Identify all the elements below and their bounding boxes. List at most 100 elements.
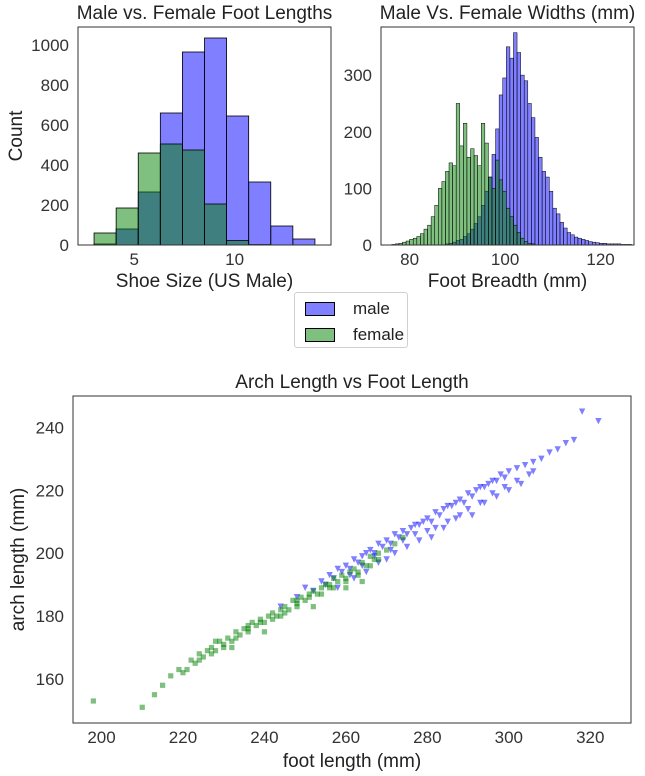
chart-2-point-male-34 bbox=[440, 505, 447, 513]
chart-0-x-tick-1: 10 bbox=[225, 250, 244, 269]
chart-2-point-male-59 bbox=[578, 408, 586, 415]
chart-0-bar-female-1 bbox=[115, 207, 139, 246]
chart-2-point-female-82 bbox=[359, 578, 365, 585]
chart-2-point-male-66 bbox=[403, 543, 411, 551]
chart-1-bar-female-29 bbox=[495, 159, 500, 246]
chart-1-bar-female-18 bbox=[455, 103, 461, 246]
chart-0-bar-female-5 bbox=[204, 203, 227, 246]
chart-2-point-female-54 bbox=[384, 547, 390, 553]
chart-2-point-male-47 bbox=[493, 477, 500, 485]
chart-2-y-tick-0: 160 bbox=[36, 670, 64, 689]
chart-1-bar-male-38 bbox=[581, 239, 586, 246]
chart-1-bar-female-6 bbox=[412, 237, 418, 246]
chart-2-point-female-10 bbox=[200, 654, 206, 660]
chart-1-bar-female-11 bbox=[430, 216, 435, 246]
chart-2-point-male-33 bbox=[436, 512, 443, 519]
chart-2-point-female-31 bbox=[286, 607, 292, 613]
chart-2-point-female-67 bbox=[306, 594, 312, 600]
chart-2-point-male-72 bbox=[464, 505, 472, 513]
chart-2-point-female-34 bbox=[298, 594, 304, 600]
chart-1-bar-male-28 bbox=[545, 176, 550, 246]
chart-2-point-male-51 bbox=[513, 465, 521, 472]
legend-label-female: female bbox=[353, 325, 405, 344]
chart-2-point-female-18 bbox=[233, 629, 239, 635]
chart-2-point-female-30 bbox=[282, 604, 288, 610]
chart-0-y-tick-2: 400 bbox=[41, 156, 69, 175]
chart-1-bar-female-12 bbox=[434, 205, 439, 246]
chart-2-point-female-68 bbox=[318, 591, 325, 597]
chart-1-bar-male-23 bbox=[527, 103, 532, 246]
chart-2-point-male-90 bbox=[493, 493, 500, 500]
chart-0-plot-border bbox=[77, 26, 332, 246]
chart-2-point-male-43 bbox=[477, 483, 484, 491]
chart-2-x-tick-3: 260 bbox=[332, 728, 360, 747]
chart-2-point-female-75 bbox=[245, 622, 251, 629]
chart-2-point-male-16 bbox=[367, 546, 374, 554]
chart-2-point-female-51 bbox=[367, 553, 373, 559]
chart-2-point-female-4 bbox=[168, 673, 174, 679]
chart-2-point-male-77 bbox=[525, 471, 533, 478]
chart-2-point-male-32 bbox=[432, 509, 439, 516]
chart-2-point-female-47 bbox=[351, 566, 357, 572]
chart-2-point-female-24 bbox=[257, 616, 263, 622]
chart-0-bar-male-9 bbox=[292, 238, 316, 246]
chart-1-bar-male-34 bbox=[566, 232, 571, 246]
chart-2-point-female-52 bbox=[371, 556, 378, 563]
chart-2-point-male-86 bbox=[440, 524, 447, 532]
chart-1-bar-male-22 bbox=[523, 80, 529, 246]
chart-2-point-female-14 bbox=[217, 638, 223, 644]
chart-2-point-female-69 bbox=[331, 585, 337, 591]
chart-2-point-female-1 bbox=[139, 704, 145, 710]
chart-2-point-female-7 bbox=[188, 657, 194, 663]
chart-2-point-male-37 bbox=[452, 499, 460, 507]
chart-2-point-female-15 bbox=[221, 641, 227, 647]
chart-0-title: Male vs. Female Foot Lengths bbox=[77, 3, 333, 24]
chart-2-point-female-65 bbox=[282, 610, 288, 616]
chart-2-point-male-30 bbox=[424, 515, 431, 522]
chart-2-y-tick-1: 180 bbox=[36, 607, 64, 626]
chart-1-y-tick-1: 100 bbox=[344, 179, 372, 198]
chart-2-point-male-84 bbox=[411, 531, 419, 538]
chart-2-point-female-41 bbox=[326, 585, 333, 591]
chart-2-point-female-6 bbox=[180, 670, 186, 676]
chart-2-point-female-32 bbox=[290, 597, 296, 603]
chart-2-point-male-31 bbox=[428, 518, 435, 525]
chart-2-y-tick-2: 200 bbox=[36, 544, 64, 563]
chart-1-bar-female-27 bbox=[488, 176, 493, 246]
chart-2-point-female-62 bbox=[245, 626, 251, 632]
chart-2-point-female-50 bbox=[363, 563, 369, 569]
legend-label-male: male bbox=[353, 299, 390, 318]
chart-2-point-female-63 bbox=[257, 619, 263, 625]
chart-2-point-male-38 bbox=[456, 496, 464, 503]
chart-1-bar-male-27 bbox=[541, 171, 546, 246]
chart-1-bar-female-35 bbox=[516, 232, 521, 246]
chart-1-bar-male-33 bbox=[563, 227, 568, 246]
chart-1-bar-female-30 bbox=[498, 179, 503, 246]
chart-1-bar-male-31 bbox=[556, 213, 561, 246]
chart-1-bar-female-26 bbox=[484, 142, 489, 246]
chart-2-point-female-56 bbox=[400, 534, 406, 541]
chart-2-point-female-39 bbox=[318, 585, 325, 591]
chart-2-point-male-4 bbox=[318, 578, 325, 585]
chart-2-plot-border bbox=[72, 395, 632, 724]
chart-2-point-female-23 bbox=[253, 622, 259, 629]
chart-1-bar-male-19 bbox=[513, 32, 518, 246]
chart-1-bar-male-29 bbox=[549, 190, 554, 246]
chart-2-point-male-18 bbox=[375, 540, 382, 547]
chart-2-point-female-2 bbox=[151, 692, 158, 698]
chart-2-x-tick-4: 280 bbox=[413, 728, 441, 747]
chart-2-point-male-91 bbox=[505, 487, 513, 494]
chart-2-point-male-8 bbox=[334, 565, 341, 573]
chart-1-bar-male-39 bbox=[584, 240, 589, 246]
chart-1-bar-female-21 bbox=[466, 156, 471, 246]
chart-2-point-male-14 bbox=[358, 553, 366, 560]
chart-0-bar-male-7 bbox=[248, 181, 272, 246]
chart-2-point-male-20 bbox=[383, 537, 390, 544]
chart-1-frame: 80 100 120 0 100 200 300 Male Vs. Female Widths… bbox=[344, 3, 636, 292]
chart-2-point-male-22 bbox=[391, 531, 398, 538]
chart-1-bar-female-5 bbox=[409, 239, 414, 246]
chart-1-title: Male Vs. Female Widths (mm) bbox=[380, 3, 635, 24]
chart-2-point-female-76 bbox=[261, 629, 268, 635]
chart-2-point-male-35 bbox=[444, 502, 451, 510]
chart-2-point-male-73 bbox=[477, 499, 484, 507]
